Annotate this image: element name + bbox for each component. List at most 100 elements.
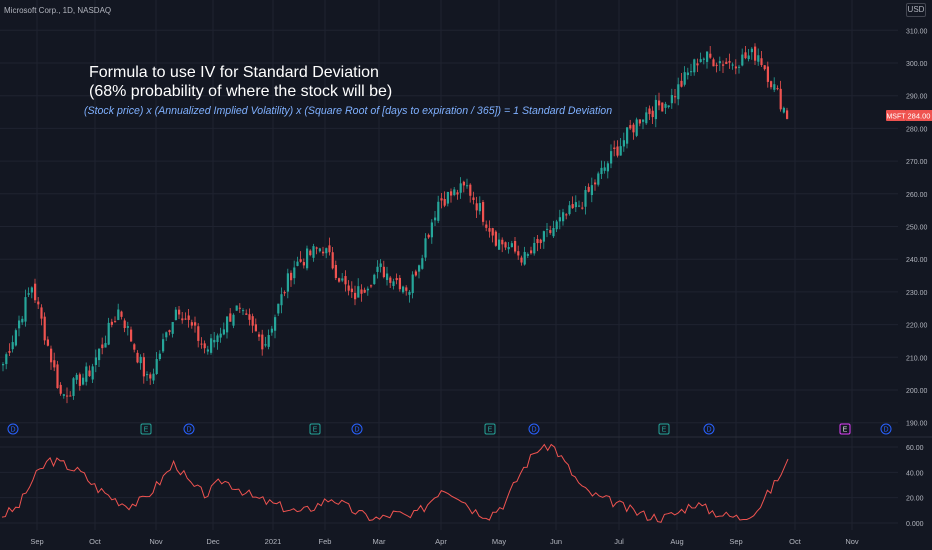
candle-body <box>98 348 101 361</box>
candle-body <box>744 52 747 59</box>
price-tick-label: 310.00 <box>906 28 928 35</box>
price-tick-label: 200.00 <box>906 388 928 395</box>
candle-body <box>59 384 62 394</box>
candle-body <box>725 61 728 64</box>
candle-body <box>53 360 56 368</box>
candle-body <box>782 107 785 113</box>
candle-body <box>203 343 206 349</box>
candle-body <box>677 84 680 100</box>
candle-body <box>562 212 565 222</box>
candle-body <box>766 66 769 82</box>
currency-button[interactable]: USD <box>906 3 926 17</box>
candle-body <box>696 63 699 66</box>
earnings-badge <box>309 423 321 435</box>
candle-body <box>149 374 152 379</box>
candle-body <box>661 102 664 112</box>
candle-body <box>469 184 472 196</box>
candle-body <box>158 353 161 360</box>
candle-body <box>520 257 523 263</box>
candle-body <box>274 317 277 331</box>
candle-body <box>584 189 587 207</box>
candle-body <box>126 326 129 328</box>
candle-body <box>30 287 33 293</box>
symbol-tag-text: MSFT <box>886 114 906 121</box>
time-tick-label: Jun <box>550 537 562 546</box>
candle-body <box>302 262 305 266</box>
last-price-value: 284.00 <box>908 112 931 121</box>
candle-body <box>437 201 440 221</box>
candle-body <box>517 251 520 256</box>
candle-body <box>443 199 446 206</box>
candle-body <box>686 72 689 76</box>
candle-body <box>699 59 702 63</box>
candle-body <box>565 214 568 216</box>
candle-body <box>360 289 363 294</box>
candle-body <box>139 356 142 364</box>
candle-body <box>341 278 344 281</box>
candle-body <box>162 339 165 352</box>
badge-label: E <box>144 427 149 434</box>
candle-body <box>142 357 145 377</box>
candle-body <box>114 321 117 323</box>
price-tick-label: 280.00 <box>906 126 928 133</box>
candle-body <box>43 316 46 341</box>
candle-body <box>626 127 629 144</box>
candle-body <box>50 348 53 363</box>
candle-body <box>14 330 17 346</box>
candle-body <box>555 221 558 230</box>
price-tick-label: 250.00 <box>906 225 928 232</box>
candle-body <box>130 329 133 342</box>
candle-body <box>763 65 766 70</box>
candle-body <box>232 314 235 326</box>
candle-body <box>722 64 725 66</box>
candle-body <box>174 309 177 321</box>
candle-body <box>206 349 209 352</box>
candle-body <box>690 71 693 73</box>
earnings-badge <box>484 423 496 435</box>
candle-body <box>574 202 577 208</box>
candles <box>2 43 789 404</box>
time-tick-label: Aug <box>670 537 683 546</box>
candle-body <box>715 64 718 66</box>
candle-body <box>734 66 737 69</box>
time-tick-label: Feb <box>319 537 332 546</box>
badge-label: E <box>662 427 667 434</box>
candle-body <box>430 222 433 238</box>
badge-label: E <box>313 427 318 434</box>
candle-body <box>258 334 261 337</box>
price-tick-label: 260.00 <box>906 192 928 199</box>
candle-body <box>389 277 392 283</box>
candle-body <box>501 239 504 245</box>
time-tick-label: May <box>492 537 506 546</box>
candle-body <box>277 303 280 314</box>
candle-body <box>286 273 289 292</box>
badge-label: E <box>843 427 848 434</box>
candle-body <box>622 140 625 147</box>
candle-body <box>194 322 197 326</box>
candle-body <box>542 231 545 242</box>
candle-body <box>299 259 302 262</box>
candle-body <box>440 198 443 201</box>
candle-body <box>123 320 126 329</box>
candle-body <box>670 95 673 104</box>
candle-body <box>731 64 734 66</box>
candle-body <box>494 231 497 246</box>
candle-body <box>402 286 405 293</box>
candle-body <box>549 230 552 233</box>
candle-body <box>779 88 782 110</box>
candle-body <box>398 277 401 290</box>
candle-body <box>507 247 510 250</box>
time-axis: Sep Oct Nov Dec 2021 Feb Mar Apr May Jun Jul Aug Sep… <box>30 537 859 546</box>
candle-body <box>168 330 171 333</box>
candle-body <box>478 203 481 212</box>
candle-body <box>770 81 773 88</box>
candle-body <box>606 163 609 172</box>
candle-body <box>434 217 437 221</box>
time-tick-label: Oct <box>89 537 102 546</box>
candle-body <box>459 183 462 193</box>
candle-body <box>654 99 657 120</box>
candle-body <box>37 301 40 305</box>
candle-body <box>242 310 245 312</box>
